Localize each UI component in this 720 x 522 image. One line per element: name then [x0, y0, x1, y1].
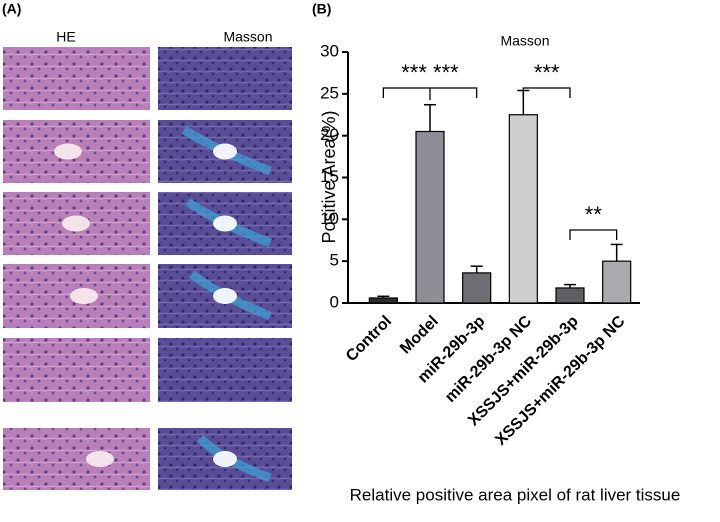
he-image: [3, 338, 150, 402]
bar: [602, 260, 632, 304]
vessel: [70, 288, 98, 304]
significance-bracket: [522, 87, 571, 98]
masson-image: [158, 47, 292, 110]
y-tick-label: 5: [330, 251, 339, 270]
vessel: [86, 451, 114, 467]
y-tick-label: 25: [320, 83, 339, 102]
bar: [555, 287, 585, 304]
panel-label: (A): [2, 1, 21, 17]
y-tick-label: 15: [320, 167, 339, 186]
x-tick-label: Model: [397, 313, 442, 358]
bar: [508, 114, 538, 304]
vessel: [54, 143, 82, 160]
caption: Relative positive area pixel of rat live…: [350, 485, 681, 504]
vessel: [213, 451, 237, 467]
x-tick-label: Control: [343, 313, 395, 365]
column-label: Masson: [223, 29, 272, 45]
y-tick-label: 20: [320, 125, 339, 144]
he-image: [3, 428, 150, 490]
y-tick-label: 10: [320, 209, 339, 228]
significance-label: *** ***: [401, 60, 459, 85]
micrographs: [3, 47, 292, 490]
bar: [462, 272, 492, 304]
masson-image: [158, 338, 292, 402]
panel-label: (B): [312, 1, 331, 17]
bar: [415, 130, 445, 304]
vessel: [213, 215, 237, 232]
vessel: [213, 288, 237, 304]
y-axis-label: Positive Area(%): [319, 110, 339, 243]
vessel: [62, 215, 90, 232]
significance-label: ***: [534, 60, 560, 85]
significance-label: **: [585, 202, 603, 227]
y-tick-label: 30: [320, 41, 339, 60]
column-label: HE: [56, 29, 75, 45]
he-image: [3, 47, 150, 110]
significance-bracket: [569, 229, 618, 240]
vessel: [213, 143, 237, 160]
chart-title: Masson: [500, 33, 549, 49]
bar: [368, 297, 398, 304]
y-tick-label: 0: [330, 292, 339, 311]
x-tick-label: miR-29b-3p NC: [442, 312, 535, 405]
